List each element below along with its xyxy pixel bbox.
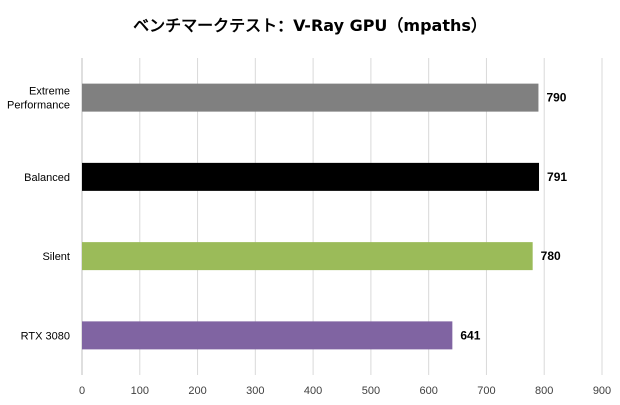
x-tick-label: 700: [477, 385, 495, 397]
category-label: Extreme Performance: [7, 86, 70, 112]
bar: [82, 162, 540, 191]
x-tick-label: 200: [188, 385, 206, 397]
bar: [82, 83, 539, 112]
data-label: 791: [547, 170, 567, 184]
x-tick-label: 100: [131, 385, 149, 397]
bar: [82, 242, 533, 271]
bar: [82, 321, 453, 350]
x-tick-label: 500: [362, 385, 380, 397]
category-label: RTX 3080: [21, 330, 70, 342]
x-tick-label: 400: [304, 385, 322, 397]
x-tick-label: 900: [593, 385, 611, 397]
data-label: 790: [546, 91, 566, 105]
x-tick-label: 0: [79, 385, 85, 397]
x-tick-label: 300: [246, 385, 264, 397]
data-label: 780: [541, 249, 561, 263]
x-tick-label: 800: [535, 385, 553, 397]
data-label: 641: [460, 328, 480, 342]
chart-title: ベンチマークテスト：V-Ray GPU（mpaths）: [133, 16, 487, 35]
category-label: Silent: [42, 251, 70, 263]
x-tick-label: 600: [419, 385, 437, 397]
category-label: Balanced: [24, 172, 70, 184]
